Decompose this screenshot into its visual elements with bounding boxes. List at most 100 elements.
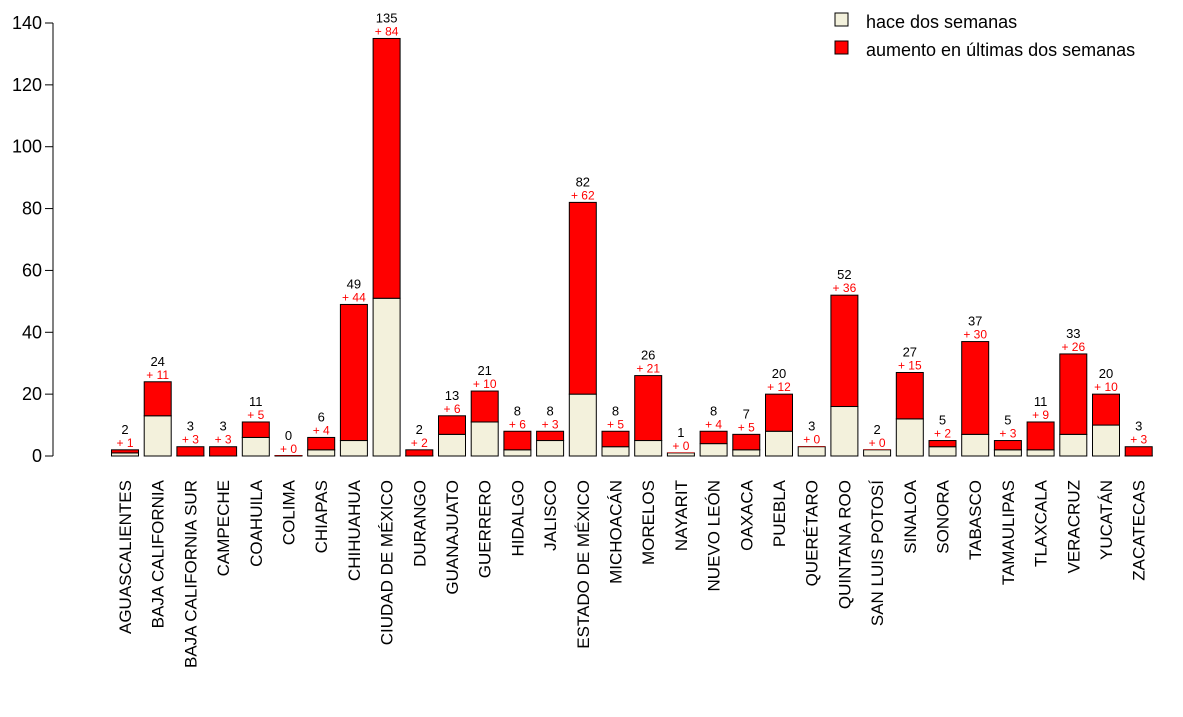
bar-base <box>797 446 826 457</box>
x-category-label: MORELOS <box>639 480 658 565</box>
bar-total-label: 3 <box>808 419 815 434</box>
bar-increase <box>438 415 466 435</box>
bar-increase <box>895 371 924 420</box>
x-category-label: CIUDAD DE MÉXICO <box>378 480 397 645</box>
bar-increase <box>601 430 630 448</box>
bar-increase-label: + 5 <box>247 408 264 422</box>
x-category-label: PUEBLA <box>770 479 789 547</box>
x-category-label: YUCATÁN <box>1097 480 1116 560</box>
bar-increase-label: + 3 <box>999 427 1016 441</box>
bar-increase-label: + 0 <box>869 436 886 450</box>
bar-increase <box>241 421 270 438</box>
bar-increase <box>634 375 663 442</box>
bar-increase-label: + 2 <box>934 427 951 441</box>
bar-increase <box>307 436 336 451</box>
bar-increase-label: + 11 <box>146 368 169 382</box>
y-tick-label: 0 <box>32 446 42 466</box>
bar-increase <box>993 440 1022 451</box>
x-category-label: TABASCO <box>966 480 985 560</box>
bar-total-label: 3 <box>1135 419 1142 434</box>
bar-base <box>1059 433 1088 457</box>
bar-total-label: 135 <box>376 10 398 25</box>
bar-total-label: 2 <box>416 422 423 437</box>
x-category-label: CAMPECHE <box>214 480 233 576</box>
x-category-label: SINALOA <box>901 479 920 553</box>
bar-increase-label: + 26 <box>1061 340 1085 354</box>
x-category-label: GUERRERO <box>476 480 495 578</box>
bar-total-label: 20 <box>1099 366 1113 381</box>
bar-increase <box>732 433 761 451</box>
x-category-label: SAN LUIS POTOSÍ <box>868 480 887 626</box>
bar-total-label: 5 <box>1004 413 1011 428</box>
bar-increase-label: + 15 <box>898 358 922 372</box>
bar-base <box>470 421 499 457</box>
bar-increase <box>1059 353 1088 435</box>
bar-increase <box>830 294 859 408</box>
x-axis-labels: AGUASCALIENTES BAJA CALIFORNIA BAJA CALIFO… <box>116 479 1149 668</box>
legend: hace dos semanas aumento en últimas dos … <box>834 12 1135 60</box>
bar-base <box>503 449 532 457</box>
bar-base <box>143 415 172 457</box>
x-category-label: QUERÉTARO <box>803 480 822 586</box>
bar-total-label: 82 <box>576 174 590 189</box>
bar-increase-label: + 0 <box>280 442 297 456</box>
bar-increase <box>667 452 695 453</box>
bar-increase <box>503 430 532 451</box>
bar-total-label: 8 <box>546 403 553 418</box>
bar-total-label: 8 <box>514 403 521 418</box>
bar-increase <box>961 341 990 435</box>
x-category-label: SONORA <box>934 479 953 553</box>
bar-increase <box>536 430 565 442</box>
y-tick-label: 40 <box>22 322 42 342</box>
bar-increase <box>1026 421 1055 451</box>
bar-total-label: 2 <box>121 422 128 437</box>
bar-increase <box>798 446 826 447</box>
x-category-label: COAHUILA <box>247 479 266 567</box>
bar-increase-label: + 10 <box>473 377 497 391</box>
bars <box>111 37 1153 457</box>
bar-base <box>863 449 892 457</box>
bar-base <box>699 443 728 457</box>
bar-total-label: 49 <box>347 276 361 291</box>
bar-total-label: 1 <box>677 425 684 440</box>
bar-total-label: 3 <box>219 419 226 434</box>
bar-total-label: 21 <box>477 363 491 378</box>
x-category-label: ESTADO DE MÉXICO <box>574 480 593 649</box>
bar-increase-label: + 3 <box>182 433 199 447</box>
bar-total-label: 7 <box>743 406 750 421</box>
x-category-label: BAJA CALIFORNIA <box>149 479 168 628</box>
bar-increase-label: + 9 <box>1032 408 1049 422</box>
bar-increase-label: + 0 <box>672 439 689 453</box>
bar-increase-label: + 4 <box>705 417 722 431</box>
x-category-label: QUINTANA ROO <box>835 480 854 609</box>
x-category-label: HIDALGO <box>508 480 527 557</box>
bar-base <box>241 436 270 457</box>
bar-base <box>634 440 663 457</box>
bar-base <box>339 440 368 457</box>
bar-base <box>928 446 957 457</box>
y-tick-label: 20 <box>22 384 42 404</box>
x-category-label: AGUASCALIENTES <box>116 480 135 634</box>
bar-increase-label: + 0 <box>803 433 820 447</box>
bar-increase-label: + 30 <box>963 328 987 342</box>
bar-base <box>601 446 630 457</box>
bar-increase <box>209 446 238 457</box>
bar-increase-label: + 44 <box>342 290 366 304</box>
bar-total-label: 8 <box>710 403 717 418</box>
bar-base <box>895 418 924 457</box>
x-category-label: JALISCO <box>541 480 560 551</box>
bar-increase-label: + 3 <box>542 417 559 431</box>
bar-increase-label: + 2 <box>411 436 428 450</box>
y-tick-label: 80 <box>22 199 42 219</box>
bar-total-label: 6 <box>318 409 325 424</box>
bar-increase-label: + 21 <box>636 362 660 376</box>
x-category-label: NAYARIT <box>672 480 691 551</box>
y-axis: 0 20 40 60 80 100 120 140 <box>12 13 54 466</box>
bar-base <box>666 452 695 457</box>
legend-swatch-increase <box>834 40 849 55</box>
legend-label-increase: aumento en últimas dos semanas <box>866 40 1135 60</box>
x-category-label: NUEVO LEÓN <box>705 480 724 591</box>
bar-total-label: 13 <box>445 388 459 403</box>
x-category-label: MICHOACÁN <box>607 480 626 584</box>
bar-increase-label: + 3 <box>215 433 232 447</box>
